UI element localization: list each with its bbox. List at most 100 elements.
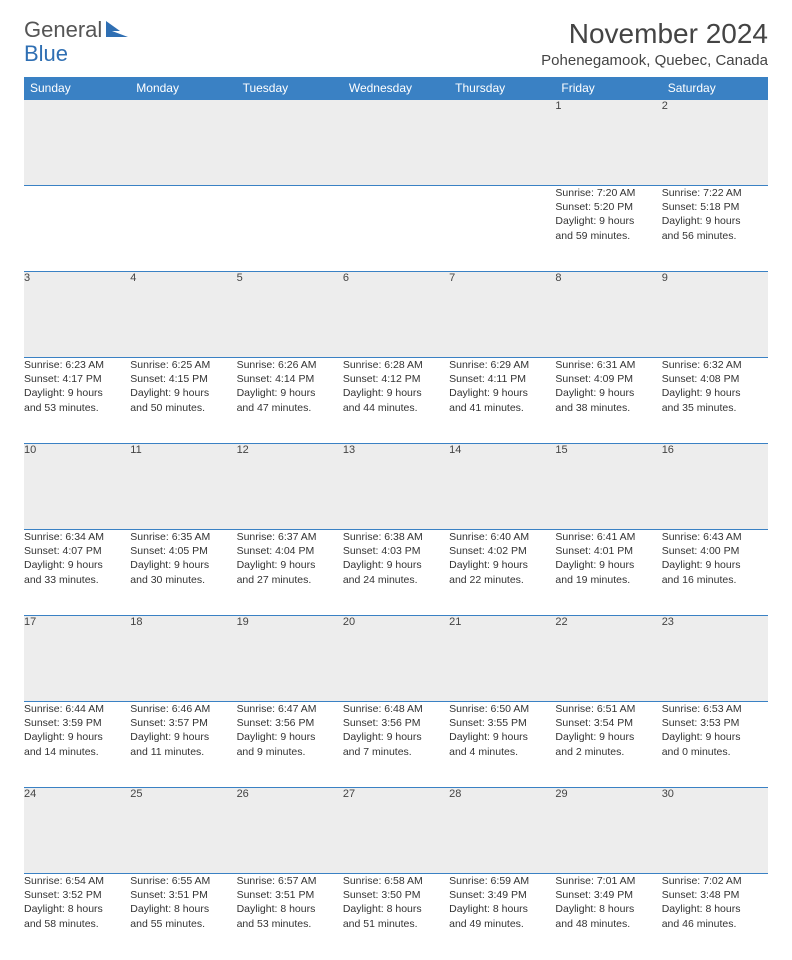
- day-content-cell: Sunrise: 7:02 AMSunset: 3:48 PMDaylight:…: [662, 874, 768, 960]
- day-detail: Daylight: 8 hours: [130, 902, 236, 916]
- day-detail: Sunset: 4:04 PM: [237, 544, 343, 558]
- day-detail: Daylight: 9 hours: [343, 730, 449, 744]
- day-content-cell: Sunrise: 6:48 AMSunset: 3:56 PMDaylight:…: [343, 702, 449, 788]
- day-detail: Sunset: 3:53 PM: [662, 716, 768, 730]
- day-detail: Daylight: 9 hours: [555, 214, 661, 228]
- location: Pohenegamook, Quebec, Canada: [541, 52, 768, 69]
- day-detail: Sunrise: 6:44 AM: [24, 702, 130, 716]
- day-detail: Sunset: 3:55 PM: [449, 716, 555, 730]
- day-number-cell: 26: [237, 788, 343, 874]
- day-detail: and 14 minutes.: [24, 745, 130, 759]
- day-detail: Sunrise: 6:25 AM: [130, 358, 236, 372]
- day-detail: Daylight: 8 hours: [343, 902, 449, 916]
- day-detail: Sunrise: 6:32 AM: [662, 358, 768, 372]
- day-detail: Sunrise: 7:01 AM: [555, 874, 661, 888]
- day-content-cell: Sunrise: 6:53 AMSunset: 3:53 PMDaylight:…: [662, 702, 768, 788]
- calendar-head: SundayMondayTuesdayWednesdayThursdayFrid…: [24, 77, 768, 100]
- day-content-cell: Sunrise: 6:35 AMSunset: 4:05 PMDaylight:…: [130, 530, 236, 616]
- day-number-cell: 8: [555, 272, 661, 358]
- day-content-cell: Sunrise: 6:38 AMSunset: 4:03 PMDaylight:…: [343, 530, 449, 616]
- day-number-cell: 11: [130, 444, 236, 530]
- day-detail: Sunset: 3:59 PM: [24, 716, 130, 730]
- day-number-cell: 22: [555, 616, 661, 702]
- day-detail: and 19 minutes.: [555, 573, 661, 587]
- day-number-cell: 28: [449, 788, 555, 874]
- day-number-cell: 24: [24, 788, 130, 874]
- day-detail: Sunset: 4:01 PM: [555, 544, 661, 558]
- day-detail: Sunrise: 6:59 AM: [449, 874, 555, 888]
- day-detail: and 55 minutes.: [130, 917, 236, 931]
- logo-text-1: General: [24, 17, 102, 42]
- day-detail: and 9 minutes.: [237, 745, 343, 759]
- day-detail: Sunrise: 6:41 AM: [555, 530, 661, 544]
- day-detail: Sunset: 5:18 PM: [662, 200, 768, 214]
- day-detail: Daylight: 9 hours: [130, 558, 236, 572]
- day-detail: and 0 minutes.: [662, 745, 768, 759]
- day-detail: Sunrise: 6:57 AM: [237, 874, 343, 888]
- day-number-cell: 27: [343, 788, 449, 874]
- day-detail: Sunset: 4:09 PM: [555, 372, 661, 386]
- day-content-cell: Sunrise: 6:46 AMSunset: 3:57 PMDaylight:…: [130, 702, 236, 788]
- weekday-header: Monday: [130, 77, 236, 100]
- day-detail: Sunrise: 6:55 AM: [130, 874, 236, 888]
- day-detail: Daylight: 9 hours: [555, 558, 661, 572]
- day-number-cell: [24, 100, 130, 186]
- day-detail: Daylight: 9 hours: [662, 386, 768, 400]
- day-number-cell: 5: [237, 272, 343, 358]
- day-detail: Sunrise: 6:23 AM: [24, 358, 130, 372]
- day-detail: and 44 minutes.: [343, 401, 449, 415]
- day-content-row: Sunrise: 7:20 AMSunset: 5:20 PMDaylight:…: [24, 186, 768, 272]
- day-detail: Sunrise: 6:40 AM: [449, 530, 555, 544]
- day-detail: and 35 minutes.: [662, 401, 768, 415]
- day-detail: Sunrise: 7:20 AM: [555, 186, 661, 200]
- day-detail: and 24 minutes.: [343, 573, 449, 587]
- day-detail: Sunset: 4:05 PM: [130, 544, 236, 558]
- day-number-cell: 29: [555, 788, 661, 874]
- day-number-cell: 18: [130, 616, 236, 702]
- day-detail: Sunset: 4:08 PM: [662, 372, 768, 386]
- day-number-row: 17181920212223: [24, 616, 768, 702]
- day-detail: and 7 minutes.: [343, 745, 449, 759]
- day-detail: Sunrise: 6:50 AM: [449, 702, 555, 716]
- day-number-cell: 15: [555, 444, 661, 530]
- weekday-header: Thursday: [449, 77, 555, 100]
- day-detail: and 4 minutes.: [449, 745, 555, 759]
- day-detail: Sunrise: 6:51 AM: [555, 702, 661, 716]
- day-detail: Sunrise: 6:26 AM: [237, 358, 343, 372]
- day-number-cell: 23: [662, 616, 768, 702]
- day-detail: Sunrise: 7:02 AM: [662, 874, 768, 888]
- day-detail: Sunrise: 6:46 AM: [130, 702, 236, 716]
- day-content-cell: [343, 186, 449, 272]
- day-number-cell: 3: [24, 272, 130, 358]
- day-content-cell: Sunrise: 6:59 AMSunset: 3:49 PMDaylight:…: [449, 874, 555, 960]
- day-detail: Daylight: 8 hours: [24, 902, 130, 916]
- day-detail: Sunrise: 6:37 AM: [237, 530, 343, 544]
- day-detail: Sunset: 4:07 PM: [24, 544, 130, 558]
- day-detail: and 33 minutes.: [24, 573, 130, 587]
- day-detail: Daylight: 9 hours: [237, 558, 343, 572]
- day-content-cell: Sunrise: 6:41 AMSunset: 4:01 PMDaylight:…: [555, 530, 661, 616]
- day-content-row: Sunrise: 6:34 AMSunset: 4:07 PMDaylight:…: [24, 530, 768, 616]
- day-detail: and 30 minutes.: [130, 573, 236, 587]
- day-content-row: Sunrise: 6:44 AMSunset: 3:59 PM Daylight:…: [24, 702, 768, 788]
- day-content-cell: Sunrise: 6:54 AMSunset: 3:52 PMDaylight:…: [24, 874, 130, 960]
- day-detail: Sunset: 4:14 PM: [237, 372, 343, 386]
- day-content-cell: Sunrise: 6:37 AMSunset: 4:04 PMDaylight:…: [237, 530, 343, 616]
- day-detail: Daylight: 9 hours: [130, 386, 236, 400]
- day-detail: Daylight: 9 hours: [237, 386, 343, 400]
- day-detail: Sunset: 4:00 PM: [662, 544, 768, 558]
- day-detail: Sunset: 4:03 PM: [343, 544, 449, 558]
- day-detail: Sunset: 4:17 PM: [24, 372, 130, 386]
- day-detail: and 2 minutes.: [555, 745, 661, 759]
- day-detail: Sunset: 3:52 PM: [24, 888, 130, 902]
- day-detail: and 50 minutes.: [130, 401, 236, 415]
- day-detail: Sunrise: 6:47 AM: [237, 702, 343, 716]
- day-content-cell: Sunrise: 6:23 AMSunset: 4:17 PMDaylight:…: [24, 358, 130, 444]
- day-detail: and 47 minutes.: [237, 401, 343, 415]
- day-detail: Sunrise: 6:28 AM: [343, 358, 449, 372]
- day-content-cell: Sunrise: 6:32 AMSunset: 4:08 PMDaylight:…: [662, 358, 768, 444]
- day-detail: and 56 minutes.: [662, 229, 768, 243]
- day-detail: and 53 minutes.: [237, 917, 343, 931]
- day-detail: Daylight: 9 hours: [237, 730, 343, 744]
- day-detail: Daylight: 8 hours: [449, 902, 555, 916]
